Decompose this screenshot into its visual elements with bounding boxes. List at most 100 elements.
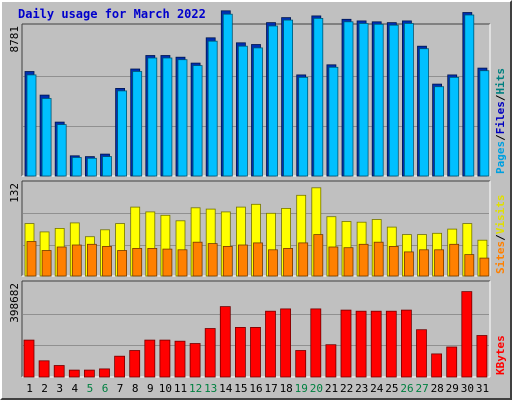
bar-sites-day-11 [177,249,188,277]
bar-sites-day-9 [147,247,158,277]
bar-pages-day-2 [41,98,52,177]
x-tick-label-day-7: 7 [117,382,124,395]
x-tick-label-day-9: 9 [147,382,154,395]
x-tick-label-day-29: 29 [446,382,459,395]
bar-kbytes-day-20 [310,308,322,378]
bar-pages-day-7 [117,90,127,177]
bar-kbytes-day-7 [114,355,125,378]
bar-kbytes-day-1 [23,339,35,378]
bar-sites-day-1 [26,241,37,277]
bar-kbytes-day-13 [204,328,216,378]
legend-visits: Visits [494,195,507,235]
bar-sites-day-10 [162,248,173,277]
bar-sites-day-29 [449,243,460,277]
x-tick-label-day-12: 12 [189,382,202,395]
bar-kbytes-day-21 [325,344,337,378]
x-tick-label-day-6: 6 [102,382,109,395]
chart-title: Daily usage for March 2022 [18,7,206,21]
x-tick-label-day-4: 4 [71,382,78,395]
x-tick-label-day-22: 22 [340,382,353,395]
bar-kbytes-day-23 [355,310,367,378]
bar-sites-day-8 [132,247,143,277]
bar-kbytes-day-5 [84,369,95,378]
bar-pages-day-18 [283,19,294,177]
panel-bottom-ymax-label: 398682 [8,283,21,323]
bar-sites-day-28 [434,249,445,277]
x-tick-label-day-8: 8 [132,382,139,395]
x-tick-label-day-5: 5 [87,382,94,395]
bar-kbytes-day-18 [280,308,292,378]
legend-files: Files [494,101,507,134]
bar-kbytes-day-14 [219,306,231,378]
bar-kbytes-day-26 [400,309,412,378]
x-tick-label-day-16: 16 [249,382,262,395]
bar-sites-day-7 [117,250,127,277]
bar-pages-day-12 [192,65,203,177]
bar-sites-day-14 [222,245,233,277]
x-tick-label-day-10: 10 [159,382,172,395]
x-tick-label-day-23: 23 [355,382,368,395]
x-tick-label-day-28: 28 [431,382,444,395]
x-tick-label-day-31: 31 [476,382,489,395]
bar-pages-day-3 [56,124,67,177]
bar-sites-day-26 [403,251,414,277]
x-tick-label-day-24: 24 [370,382,384,395]
legend-hits: Hits [494,68,507,95]
bar-pages-day-30 [464,14,475,177]
bar-pages-day-5 [87,157,97,177]
x-tick-label-day-26: 26 [400,382,413,395]
bar-pages-day-19 [298,77,309,177]
bar-pages-day-27 [419,48,429,177]
bar-sites-day-31 [479,257,490,277]
bar-kbytes-day-22 [340,309,352,378]
bar-pages-day-4 [71,157,82,177]
bar-sites-day-21 [328,246,339,277]
bar-kbytes-day-2 [38,360,50,378]
bar-pages-day-10 [162,57,173,177]
bar-kbytes-day-29 [446,346,458,378]
x-tick-label-day-13: 13 [204,382,217,395]
bar-pages-day-8 [132,71,143,177]
bar-sites-day-23 [358,243,369,277]
x-tick-label-day-11: 11 [174,382,187,395]
bar-sites-day-30 [464,254,475,277]
bar-pages-day-15 [237,45,248,177]
panel-top-ymax-label: 8781 [8,26,21,53]
bar-kbytes-day-17 [265,310,276,378]
bar-sites-day-27 [419,249,429,277]
bar-kbytes-day-15 [234,326,246,378]
legend-separator: / [494,234,507,241]
x-tick-label-day-19: 19 [295,382,308,395]
bar-kbytes-day-11 [174,340,186,378]
legend-kbytes: KBytes [494,335,507,375]
bar-sites-day-18 [283,247,294,277]
bar-sites-day-13 [207,243,218,277]
bar-sites-day-4 [71,244,82,277]
bar-sites-day-3 [56,246,67,277]
bar-sites-day-22 [343,247,354,277]
x-tick-label-day-20: 20 [310,382,323,395]
bar-sites-day-16 [253,242,263,277]
bar-sites-day-6 [102,245,112,277]
panel-bottom-legend: KBytes [494,335,507,375]
bar-sites-day-12 [192,241,203,277]
panel-bottom [21,280,491,378]
x-tick-label-day-17: 17 [264,382,277,395]
panel-top-legend: Pages/Files/Hits [494,68,507,174]
bar-pages-day-11 [177,59,188,177]
x-tick-label-day-15: 15 [234,382,247,395]
bar-kbytes-day-16 [250,326,261,378]
bar-kbytes-day-10 [159,339,171,378]
bar-pages-day-9 [147,57,158,177]
bar-sites-day-17 [268,249,278,277]
bar-pages-day-25 [388,24,399,177]
bar-pages-day-20 [313,17,324,177]
x-tick-label-day-14: 14 [219,382,233,395]
bar-sites-day-24 [373,241,384,277]
x-tick-label-day-27: 27 [415,382,428,395]
bar-kbytes-day-25 [385,310,397,378]
legend-separator: / [494,134,507,141]
legend-pages: Pages [494,141,507,174]
legend-separator: / [494,94,507,101]
